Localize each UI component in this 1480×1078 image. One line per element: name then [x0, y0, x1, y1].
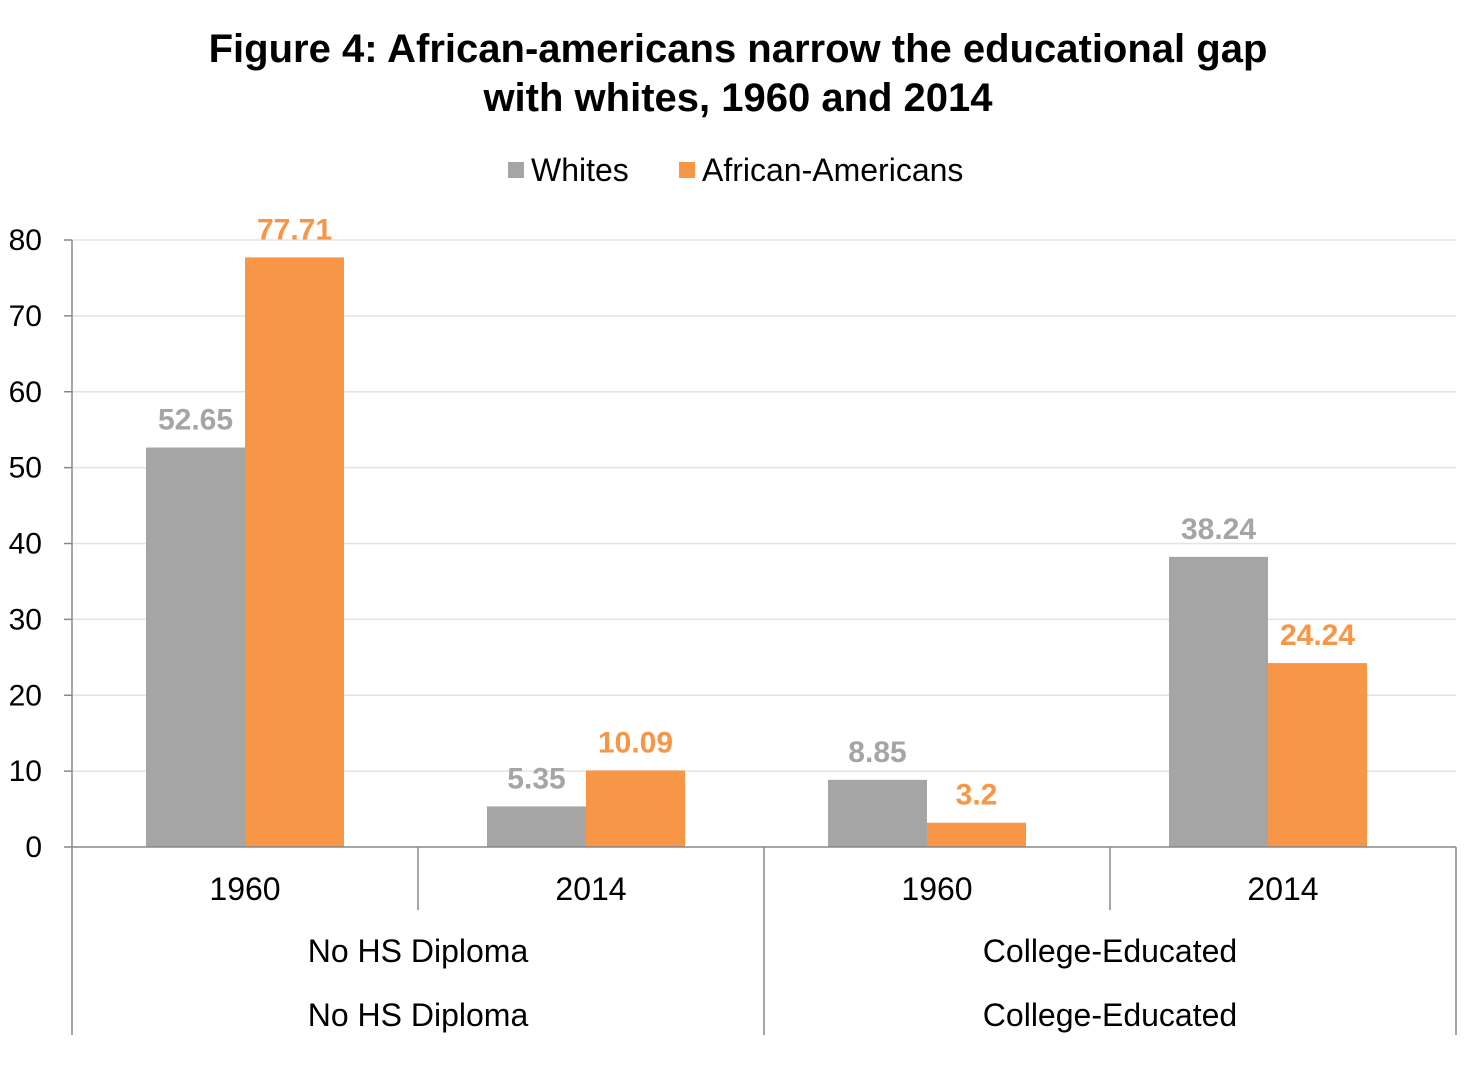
bar-african-americans — [586, 770, 685, 847]
x-tick-label: 1960 — [209, 871, 280, 907]
group-label-repeat: No HS Diploma — [308, 997, 529, 1033]
chart-title-line-1: Figure 4: African-americans narrow the e… — [209, 27, 1268, 71]
group-label: College-Educated — [983, 933, 1237, 969]
bar-whites — [828, 779, 927, 847]
legend-swatch-african-americans — [679, 162, 695, 178]
legend: Whites African-Americans — [508, 152, 963, 188]
chart-title-line-2: with whites, 1960 and 2014 — [482, 76, 993, 120]
x-axis-labels: 1960 2014 1960 2014 No HS Diploma Colleg… — [209, 871, 1318, 1033]
y-tick-label: 40 — [9, 528, 42, 561]
y-axis-ticks: 0 10 20 30 40 50 60 70 80 — [9, 224, 72, 864]
data-label: 77.71 — [257, 213, 332, 246]
y-tick-label: 10 — [9, 755, 42, 788]
legend-label-african-americans: African-Americans — [702, 152, 963, 188]
y-tick-label: 20 — [9, 679, 42, 712]
bar-african-americans — [1268, 663, 1367, 847]
data-label: 3.2 — [956, 779, 998, 812]
y-tick-label: 60 — [9, 376, 42, 409]
y-tick-label: 80 — [9, 224, 42, 257]
bar-whites — [1169, 556, 1268, 847]
group-label: No HS Diploma — [308, 933, 529, 969]
axes — [71, 240, 1457, 1035]
data-label: 10.09 — [598, 726, 673, 759]
bar-whites — [487, 806, 586, 847]
data-label: 5.35 — [507, 762, 565, 795]
y-tick-label: 50 — [9, 452, 42, 485]
bars — [146, 257, 1367, 847]
x-tick-label: 1960 — [901, 871, 972, 907]
bar-african-americans — [245, 257, 344, 847]
x-tick-label: 2014 — [1247, 871, 1318, 907]
data-label: 52.65 — [158, 404, 233, 437]
group-label-repeat: College-Educated — [983, 997, 1237, 1033]
bar-african-americans — [927, 822, 1026, 847]
y-tick-label: 0 — [25, 831, 42, 864]
y-tick-label: 70 — [9, 300, 42, 333]
data-labels: 52.65 77.71 5.35 10.09 8.85 3.2 38.24 24.24 — [158, 213, 1355, 811]
legend-swatch-whites — [508, 162, 524, 178]
y-tick-label: 30 — [9, 603, 42, 636]
x-tick-label: 2014 — [555, 871, 626, 907]
bar-whites — [146, 447, 245, 847]
data-label: 38.24 — [1181, 513, 1256, 546]
data-label: 24.24 — [1280, 619, 1355, 652]
data-label: 8.85 — [848, 736, 906, 769]
legend-label-whites: Whites — [531, 152, 629, 188]
